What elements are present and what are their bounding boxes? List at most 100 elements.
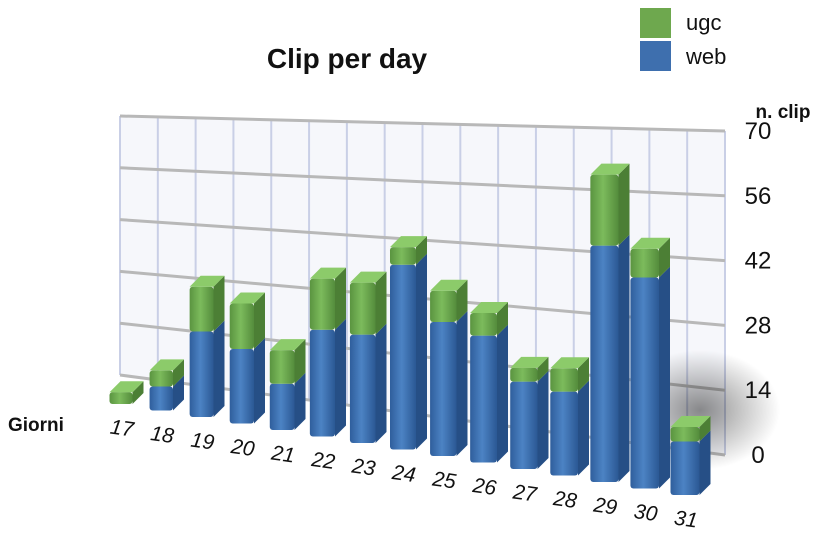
bar-web-26 [470, 335, 497, 463]
x-tick-label: 27 [511, 480, 540, 506]
bar-web-19 [189, 331, 214, 417]
bar-web-21 [269, 383, 295, 430]
bar-ugc-side [294, 339, 306, 384]
y-tick-label: 56 [745, 183, 772, 210]
x-tick-label: 18 [149, 422, 176, 448]
bar-web-31 [670, 441, 700, 495]
x-tick-label: 24 [390, 461, 417, 487]
y-tick-label: 42 [745, 248, 772, 275]
x-tick-label: 17 [109, 416, 137, 442]
bar-ugc-side [213, 275, 225, 332]
bar-web-side [618, 234, 630, 482]
bar-ugc-19 [189, 286, 214, 332]
x-tick-label: 30 [632, 500, 659, 526]
bar-top-cap [349, 271, 387, 283]
bar-group-26 [470, 302, 508, 463]
bar-ugc-17 [109, 392, 133, 404]
bar-group-23 [349, 271, 387, 443]
x-tick-label: 22 [309, 448, 337, 474]
bar-group-28 [550, 357, 589, 476]
bar-web-side [213, 320, 225, 417]
bar-ugc-22 [309, 278, 335, 330]
legend: ugc web [640, 8, 726, 71]
bar-web-side [456, 311, 468, 456]
bar-group-18 [149, 359, 184, 411]
bar-ugc-24 [390, 247, 416, 265]
bar-ugc-21 [269, 350, 295, 384]
bar-ugc-28 [550, 368, 578, 392]
bar-ugc-side [173, 359, 184, 387]
x-tick-label: 28 [551, 487, 579, 513]
bar-top-cap [309, 267, 346, 279]
bar-ugc-side [618, 163, 630, 246]
bar-web-28 [550, 391, 578, 476]
x-tick-label: 23 [349, 454, 377, 480]
bar-web-30 [630, 277, 659, 489]
bar-top-cap [590, 163, 630, 175]
bar-ugc-27 [510, 367, 538, 382]
bar-top-cap [229, 292, 265, 304]
bar-web-side [699, 430, 711, 495]
chart-title: Clip per day [267, 43, 428, 74]
bar-group-21 [269, 339, 306, 430]
bar-ugc-29 [590, 174, 619, 246]
bar-ugc-side [416, 236, 427, 265]
bar-ugc-18 [149, 370, 173, 387]
x-axis-label: Giorni [8, 415, 64, 436]
bar-ugc-side [254, 292, 265, 349]
bar-group-17 [109, 381, 144, 404]
bar-web-25 [430, 322, 457, 456]
legend-label-ugc: ugc [686, 10, 721, 35]
bar-group-24 [390, 236, 427, 450]
legend-swatch-ugc [640, 8, 671, 38]
x-tick-label: 26 [470, 474, 498, 500]
y-axis-label: n. clip [756, 102, 811, 123]
legend-swatch-web [640, 41, 671, 71]
legend-label-web: web [685, 44, 726, 69]
bar-web-side [578, 380, 589, 476]
bar-web-side [416, 253, 427, 450]
bar-ugc-side [335, 267, 346, 330]
bar-top-cap [630, 237, 670, 249]
y-tick-label: 14 [745, 377, 772, 404]
y-tick-label: 70 [745, 118, 772, 145]
bar-ugc-side [375, 271, 387, 335]
bar-ugc-23 [349, 282, 376, 335]
bar-web-side [497, 324, 508, 463]
x-tick-label: 31 [673, 507, 699, 533]
bar-group-22 [309, 267, 346, 437]
bar-ugc-30 [630, 248, 659, 278]
bar-web-side [335, 318, 346, 437]
chart-labels: 0 14 28 42 56 70 17 18 19 20 21 22 23 24 25 26 27 28 29 30 3… [109, 118, 772, 533]
bar-ugc-side [659, 237, 670, 278]
bar-ugc-side [456, 279, 468, 322]
x-tick-label: 21 [269, 441, 296, 467]
bar-ugc-side [132, 381, 144, 404]
bar-ugc-25 [430, 290, 457, 323]
bar-web-side [375, 323, 387, 443]
bar-web-20 [229, 349, 254, 424]
bar-web-27 [510, 381, 538, 469]
bar-ugc-side [699, 416, 711, 442]
bar-web-23 [349, 334, 376, 443]
bar-group-20 [229, 292, 265, 424]
bar-top-cap [550, 357, 589, 369]
x-tick-label: 29 [591, 493, 619, 519]
grid-line-horizontal [119, 114, 726, 133]
bar-group-31 [670, 416, 711, 495]
bar-group-19 [189, 275, 225, 417]
x-tick-label: 20 [229, 435, 257, 461]
bar-web-29 [590, 245, 619, 482]
bar-web-22 [309, 329, 335, 437]
bar-web-24 [390, 264, 416, 450]
bar-web-side [254, 338, 265, 424]
bar-web-18 [149, 386, 173, 411]
bar-ugc-side [497, 302, 508, 336]
bar-ugc-side [578, 357, 589, 392]
bar-web-side [659, 266, 670, 489]
bar-group-29 [590, 163, 630, 482]
bar-ugc-31 [670, 426, 700, 442]
bar-group-25 [430, 279, 468, 456]
bar-top-cap [149, 359, 184, 371]
